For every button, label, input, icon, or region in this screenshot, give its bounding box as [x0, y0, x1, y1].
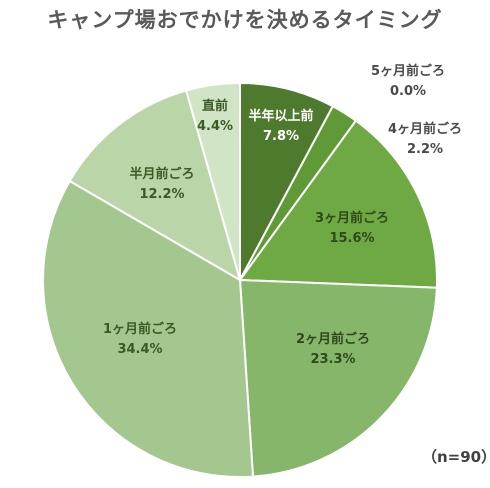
chart-title: キャンプ場おでかけを決めるタイミング [47, 8, 443, 32]
slice-value: 2.2% [406, 142, 444, 157]
slice-category: 3ヶ月前ごろ [314, 211, 390, 226]
slice-label: 1ヶ月前ごろ 34.4% [103, 320, 177, 360]
slice-value: 12.2% [139, 187, 185, 202]
slice-category: 半月前ごろ [129, 167, 195, 182]
slice-category: 4ヶ月前ごろ [387, 122, 463, 137]
slice-category: 直前 [201, 99, 228, 114]
slice-label: 2ヶ月前ごろ 23.3% [296, 330, 370, 370]
slice-label: 直前 4.4% [197, 97, 233, 137]
slice-value: 7.8% [262, 129, 300, 144]
pie-slice [68, 89, 242, 283]
slice-value: 0.0% [389, 84, 427, 99]
slice-label: 半年以上前 7.8% [248, 107, 313, 147]
pie-slice [239, 81, 335, 281]
slice-label: 3ヶ月前ごろ 15.6% [315, 209, 389, 249]
slice-value: 15.6% [329, 231, 375, 246]
slice-category: 1ヶ月前ごろ [102, 322, 178, 337]
slice-label: 4ヶ月前ごろ 2.2% [388, 120, 462, 160]
pie-slice [184, 81, 241, 281]
slice-value: 34.4% [117, 342, 163, 357]
slice-value: 23.3% [310, 352, 356, 367]
slice-category: 5ヶ月前ごろ [370, 64, 446, 79]
sample-size-note: （n=90） [422, 448, 490, 466]
slice-label: 5ヶ月前ごろ 0.0% [371, 62, 445, 102]
slice-label: 半月前ごろ 12.2% [129, 165, 194, 205]
slice-value: 4.4% [196, 119, 234, 134]
slice-category: 2ヶ月前ごろ [295, 332, 371, 347]
slice-category: 半年以上前 [248, 109, 314, 124]
pie-slice [238, 278, 438, 478]
pie-slice [41, 179, 255, 478]
pie-slice [238, 119, 438, 289]
